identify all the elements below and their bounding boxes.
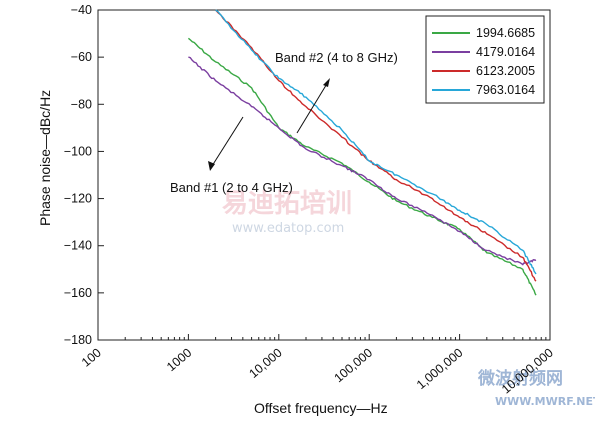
legend-label: 4179.0164 [476, 45, 535, 59]
y-tick-label: −80 [71, 97, 92, 111]
series-layer [187, 9, 537, 296]
annotation-band-2-label: Band #2 (4 to 8 GHz) [275, 50, 398, 65]
legend-label: 1994.6685 [476, 26, 535, 40]
legend-box [425, 15, 545, 104]
annotation-band-2-arrow [296, 81, 329, 134]
y-axis: −40 −60 −80 −100 −120 −140 −160 −180 [64, 3, 104, 347]
watermark-layer: 易迪拓培训 www.edatop.com 微波射频网 WWW.MWRF.NET [222, 189, 595, 408]
x-tick-label: 100,000 [332, 346, 376, 386]
annotation-band-2-arrowhead [323, 78, 330, 87]
x-tick-label: 1000 [164, 346, 194, 375]
y-tick-label: −40 [71, 3, 92, 17]
x-axis-title: Offset frequency—Hz [254, 400, 388, 416]
corner-watermark-cn: 微波射频网 [477, 368, 563, 389]
annotation-band-1-label: Band #1 (2 to 4 GHz) [170, 180, 293, 195]
watermark-cn-text: 易迪拓培训 [222, 189, 352, 219]
annotation-band-1-arrow [211, 116, 244, 167]
y-tick-label: −100 [64, 144, 92, 158]
y-tick-label: −180 [64, 333, 92, 347]
y-axis-title: Phase noise—dBc/Hz [37, 90, 53, 226]
y-tick-label: −140 [64, 239, 92, 253]
watermark-url-text: www.edatop.com [232, 221, 344, 236]
corner-watermark-url: WWW.MWRF.NET [495, 395, 595, 408]
series-line-0 [187, 37, 537, 296]
legend-label: 6123.2005 [476, 64, 535, 78]
y-tick-label: −160 [64, 286, 92, 300]
plot-frame [97, 9, 551, 341]
series-line-1 [188, 56, 537, 266]
legend-label: 7963.0164 [476, 83, 535, 97]
annotation-band-1-arrowhead [208, 161, 215, 171]
x-tick-label: 10,000 [246, 346, 284, 381]
annotation-band-2: Band #2 (4 to 8 GHz) [275, 50, 398, 134]
y-tick-label: −60 [71, 50, 92, 64]
x-tick-label: 100 [79, 346, 104, 370]
annotation-band-1: Band #1 (2 to 4 GHz) [170, 116, 293, 195]
x-tick-label: 1,000,000 [414, 346, 466, 393]
y-tick-label: −120 [64, 192, 92, 206]
series-line-3 [215, 9, 537, 275]
legend: 1994.6685 4179.0164 6123.2005 7963.0164 [425, 15, 545, 104]
